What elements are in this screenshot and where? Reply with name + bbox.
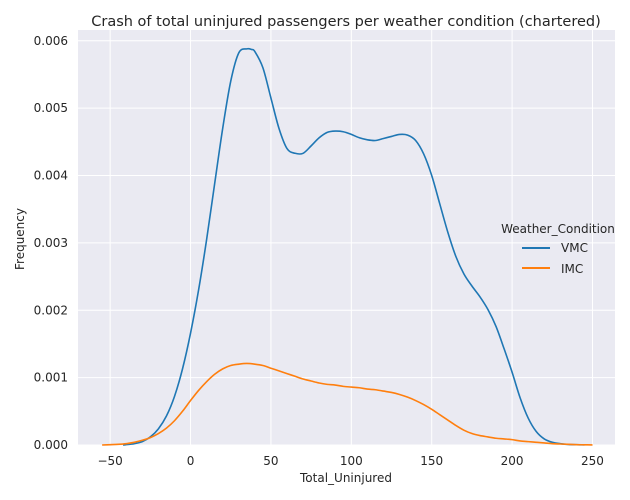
y-axis-label: Frequency bbox=[13, 208, 27, 270]
legend-label-imc: IMC bbox=[561, 262, 583, 276]
x-tick-label: 200 bbox=[501, 454, 524, 468]
x-tick-labels: −50 0 50 100 150 200 250 bbox=[97, 454, 603, 468]
legend: Weather_Condition VMC IMC bbox=[501, 222, 615, 276]
y-tick-label: 0.004 bbox=[34, 169, 68, 183]
x-tick-label: 150 bbox=[420, 454, 443, 468]
y-tick-label: 0.005 bbox=[34, 101, 68, 115]
chart-title: Crash of total uninjured passengers per … bbox=[91, 14, 601, 30]
series-line-vmc bbox=[122, 47, 585, 446]
series-lines bbox=[102, 47, 593, 446]
series-line-imc bbox=[102, 362, 593, 446]
plot-area bbox=[78, 30, 615, 445]
y-tick-label: 0.001 bbox=[34, 371, 68, 385]
y-tick-label: 0.002 bbox=[34, 303, 68, 317]
legend-label-vmc: VMC bbox=[561, 241, 588, 255]
x-tick-label: 50 bbox=[263, 454, 278, 468]
x-tick-label: 0 bbox=[187, 454, 195, 468]
y-tick-label: 0.006 bbox=[34, 34, 68, 48]
x-tick-label: 100 bbox=[340, 454, 363, 468]
y-tick-label: 0.003 bbox=[34, 236, 68, 250]
y-tick-labels: 0.000 0.001 0.002 0.003 0.004 0.005 0.006 bbox=[34, 34, 68, 452]
x-tick-label: 250 bbox=[581, 454, 604, 468]
x-tick-label: −50 bbox=[97, 454, 122, 468]
legend-title: Weather_Condition bbox=[501, 222, 615, 236]
y-tick-label: 0.000 bbox=[34, 438, 68, 452]
x-axis-label: Total_Uninjured bbox=[299, 471, 392, 485]
